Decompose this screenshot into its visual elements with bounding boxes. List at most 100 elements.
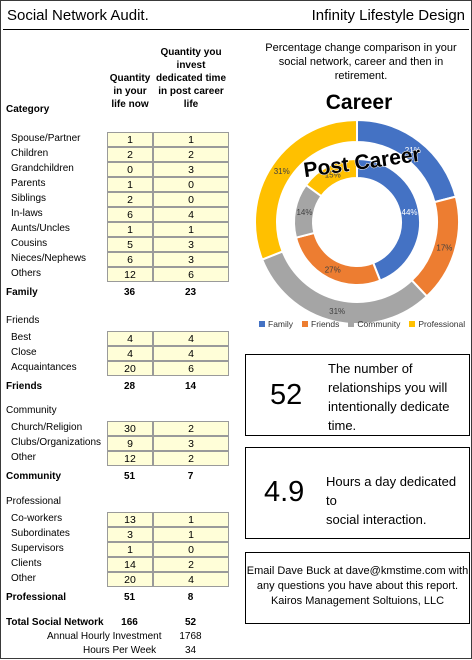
friends-now-cell: 4 xyxy=(107,346,153,361)
legend-label: Community xyxy=(357,319,401,329)
now-column-header: Quantity in your life now xyxy=(109,73,151,110)
legend-swatch xyxy=(348,321,355,327)
family-row-label: Others xyxy=(11,268,42,279)
slice-label: 31% xyxy=(329,307,345,316)
professional-future-cell: 1 xyxy=(153,512,229,527)
series-name-label: Post Career xyxy=(302,143,422,182)
friends-total-now: 28 xyxy=(123,381,136,392)
annual-hours-label: Annual Hourly Investment xyxy=(47,631,162,642)
slice-post-career-family xyxy=(356,157,421,282)
community-future-cell: 3 xyxy=(153,436,229,451)
professional-future-cell: 2 xyxy=(153,557,229,572)
weekly-hours-label: Hours Per Week xyxy=(83,645,157,656)
professional-now-cell: 1 xyxy=(107,542,153,557)
series-name-label: Career xyxy=(326,91,393,114)
contact-box xyxy=(245,552,470,624)
relationships-text: The number of relationships you will int… xyxy=(328,361,450,433)
relationships-value: 52 xyxy=(270,379,303,411)
slice-career-community xyxy=(260,250,429,325)
friends-future-cell: 4 xyxy=(153,331,229,346)
professional-row-label: Clients xyxy=(11,558,42,569)
slice-label: 44% xyxy=(402,208,418,217)
slice-label: 31% xyxy=(274,167,290,176)
family-now-cell: 2 xyxy=(107,147,153,162)
professional-total-future: 8 xyxy=(187,592,194,603)
professional-total-now: 51 xyxy=(123,592,136,603)
professional-now-cell: 20 xyxy=(107,572,153,587)
family-future-cell: 0 xyxy=(153,177,229,192)
legend-label: Professional xyxy=(418,319,466,329)
family-now-cell: 1 xyxy=(107,132,153,147)
community-section-title: Community xyxy=(6,405,57,416)
slice-label: 15% xyxy=(325,170,341,179)
family-future-cell: 4 xyxy=(153,207,229,222)
community-row-label: Clubs/Organizations xyxy=(11,437,102,448)
professional-now-cell: 13 xyxy=(107,512,153,527)
family-row-label: Cousins xyxy=(11,238,48,249)
legend-swatch xyxy=(409,321,416,327)
friends-row-label: Close xyxy=(11,347,37,358)
chart-legend: Family Friends Community Professional xyxy=(259,319,465,329)
family-row-label: In-laws xyxy=(11,208,43,219)
slice-career-professional xyxy=(254,118,358,261)
family-now-cell: 12 xyxy=(107,267,153,282)
family-future-cell: 1 xyxy=(153,132,229,147)
slice-career-family xyxy=(356,118,458,204)
professional-row-label: Subordinates xyxy=(11,528,70,539)
family-future-cell: 0 xyxy=(153,192,229,207)
professional-section-title: Professional xyxy=(6,496,62,507)
legend-item: Family xyxy=(259,319,293,329)
community-total-label: Community xyxy=(6,471,61,482)
friends-future-cell: 4 xyxy=(153,346,229,361)
family-now-cell: 1 xyxy=(107,222,153,237)
professional-future-cell: 4 xyxy=(153,572,229,587)
family-total-label: Family xyxy=(6,287,38,298)
slice-label: 17% xyxy=(436,243,452,252)
family-now-cell: 6 xyxy=(107,207,153,222)
total-network-label: Total Social Network xyxy=(6,617,104,628)
legend-swatch xyxy=(302,321,309,327)
legend-item: Professional xyxy=(409,319,465,329)
friends-total-future: 14 xyxy=(184,381,197,392)
slice-post-career-professional xyxy=(304,157,358,198)
slice-post-career-community xyxy=(293,183,323,239)
professional-row-label: Supervisors xyxy=(11,543,64,554)
legend-label: Family xyxy=(268,319,294,329)
contact-text: Email Dave Buck at dave@kmstime.com with… xyxy=(246,565,469,607)
relationships-box: 52 The number of relationships you will … xyxy=(245,354,470,436)
legend-label: Friends xyxy=(311,319,340,329)
family-row-label: Grandchildren xyxy=(11,163,74,174)
friends-row-label: Best xyxy=(11,332,32,343)
professional-now-cell: 3 xyxy=(107,527,153,542)
family-row-label: Siblings xyxy=(11,193,47,204)
professional-row-label: Other xyxy=(11,573,37,584)
professional-total-label: Professional xyxy=(6,592,67,603)
family-total-future: 23 xyxy=(184,287,197,298)
friends-now-cell: 20 xyxy=(107,361,153,376)
community-row-label: Church/Religion xyxy=(11,422,83,433)
contact-email-line[interactable]: Email Dave Buck at dave@kmstime.com with xyxy=(246,565,469,577)
friends-section-title: Friends xyxy=(6,315,40,326)
community-now-cell: 12 xyxy=(107,451,153,466)
legend-item: Community xyxy=(348,319,400,329)
family-future-cell: 1 xyxy=(153,222,229,237)
total-now: 166 xyxy=(121,617,138,628)
hours-box: 4.9 Hours a day dedicated to social inte… xyxy=(245,447,470,539)
family-now-cell: 2 xyxy=(107,192,153,207)
category-header: Category xyxy=(6,104,50,115)
professional-future-cell: 1 xyxy=(153,527,229,542)
family-row-label: Spouse/Partner xyxy=(11,133,81,144)
community-future-cell: 2 xyxy=(153,421,229,436)
friends-now-cell: 4 xyxy=(107,331,153,346)
slice-label: 27% xyxy=(325,266,341,275)
community-now-cell: 9 xyxy=(107,436,153,451)
chart-title: Percentage change comparison in your soc… xyxy=(265,42,457,82)
hours-text: Hours a day dedicated to social interact… xyxy=(326,474,457,527)
legend-swatch xyxy=(259,321,265,327)
professional-row-label: Co-workers xyxy=(11,513,63,524)
professional-now-cell: 14 xyxy=(107,557,153,572)
community-row-label: Other xyxy=(11,452,37,463)
family-row-label: Nieces/Nephews xyxy=(11,253,87,264)
future-column-header: Quantity you invest dedicated time in post … xyxy=(155,47,227,110)
